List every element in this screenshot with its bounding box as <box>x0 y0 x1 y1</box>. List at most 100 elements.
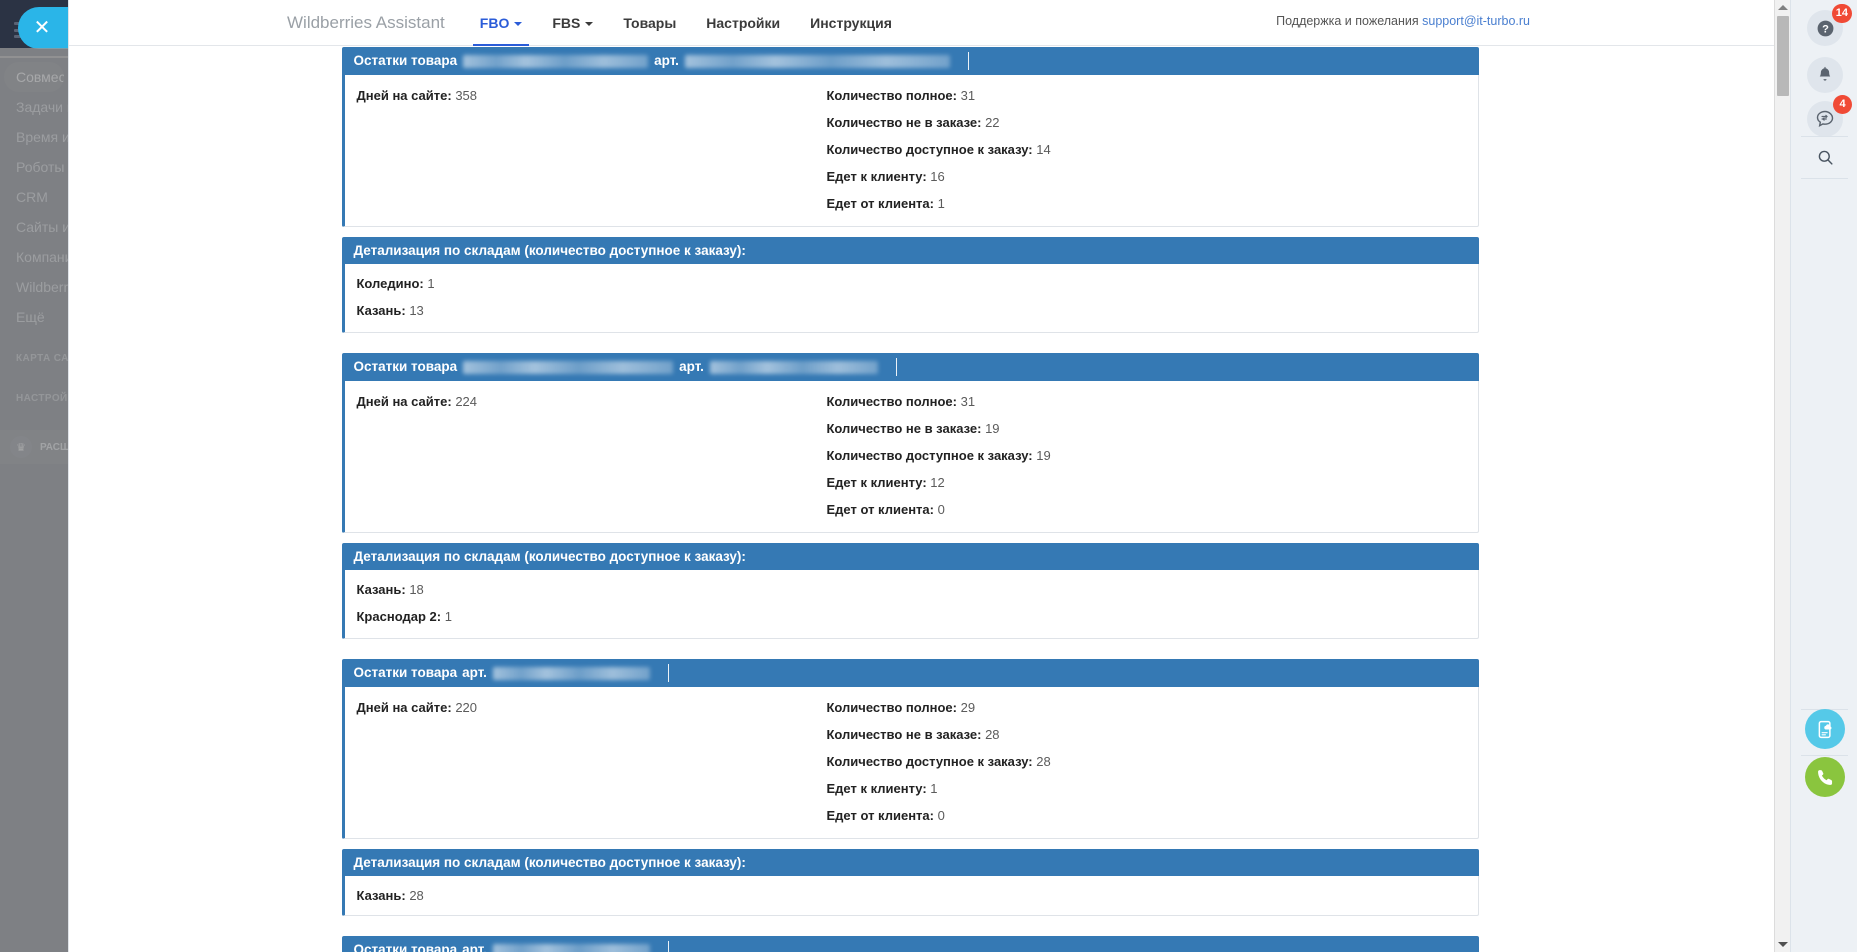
text-cursor <box>967 52 969 70</box>
phone-icon[interactable] <box>1805 757 1845 797</box>
stat-value: 1 <box>937 196 945 211</box>
product-stock-card: Остатки товара арт. Дней на сайте: 224 <box>341 353 1479 639</box>
warehouse-value: 28 <box>409 888 424 903</box>
card-body: Дней на сайте: 358 Количество полное: 31… <box>341 75 1479 227</box>
stat-label: Количество доступное к заказу: <box>826 448 1033 463</box>
tab-settings-label: Настройки <box>706 14 781 31</box>
stat-value: 28 <box>1036 754 1051 769</box>
scroll-up-arrow-icon[interactable] <box>1778 5 1788 10</box>
warehouse-block: Детализация по складам (количество досту… <box>341 237 1479 333</box>
warehouse-body: Казань: 18 Краснодар 2: 1 <box>341 570 1479 639</box>
chat-badge: 4 <box>1833 95 1852 114</box>
stat-qty-available: Количество доступное к заказу: 14 <box>827 139 1466 160</box>
stat-days-on-site: Дней на сайте: 224 <box>357 391 827 412</box>
stat-qty-available: Количество доступное к заказу: 19 <box>827 445 1466 466</box>
help-badge: 14 <box>1831 4 1852 23</box>
tab-products-label: Товары <box>623 14 677 31</box>
card-header: Остатки товара арт. <box>341 936 1479 952</box>
search-icon[interactable] <box>1807 139 1843 175</box>
tab-instruction[interactable]: Инструкция <box>795 0 907 46</box>
stat-value: 1 <box>930 781 938 796</box>
chevron-down-icon <box>514 21 523 26</box>
text-cursor <box>667 664 669 682</box>
tab-fbo-label: FBO <box>479 14 510 31</box>
tab-instruction-label: Инструкция <box>810 14 892 31</box>
stat-label: Едет от клиента: <box>826 808 934 823</box>
scrollbar-thumb[interactable] <box>1777 16 1789 96</box>
card-body: Дней на сайте: 220 Количество полное: 29… <box>341 687 1479 839</box>
stat-qty-full: Количество полное: 29 <box>827 697 1466 718</box>
warehouse-name: Коледино: <box>356 276 424 291</box>
card-art-label: арт. <box>462 665 487 680</box>
card-header: Остатки товара арт. <box>341 659 1479 687</box>
stat-qty-not-ordered: Количество не в заказе: 19 <box>827 418 1466 439</box>
stat-from-client: Едет от клиента: 0 <box>827 499 1466 520</box>
rail-divider <box>1801 136 1848 137</box>
mobile-cloud-icon[interactable] <box>1805 709 1845 749</box>
stat-to-client: Едет к клиенту: 1 <box>827 778 1466 799</box>
stat-value: 19 <box>985 421 1000 436</box>
tab-settings[interactable]: Настройки <box>691 0 795 46</box>
support-block: Поддержка и пожелания support@it-turbo.r… <box>1276 14 1530 28</box>
card-right-column: Количество полное: 29 Количество не в за… <box>827 697 1466 826</box>
warehouse-header: Детализация по складам (количество досту… <box>341 237 1479 264</box>
vertical-scrollbar[interactable] <box>1774 0 1790 952</box>
card-title-prefix: Остатки товара <box>353 53 458 68</box>
tab-fbs-label: FBS <box>552 14 581 31</box>
stat-label: Количество полное: <box>826 394 957 409</box>
redacted-article <box>492 666 650 680</box>
stat-value: 358 <box>455 88 478 103</box>
card-art-label: арт. <box>462 942 487 952</box>
support-email-link[interactable]: support@it-turbo.ru <box>1422 14 1530 28</box>
stat-value: 31 <box>960 394 976 409</box>
card-left-column: Дней на сайте: 224 <box>357 391 827 520</box>
warehouse-value: 13 <box>409 303 424 318</box>
support-label: Поддержка и пожелания <box>1276 14 1419 28</box>
stat-label: Количество не в заказе: <box>826 421 982 436</box>
stat-from-client: Едет от клиента: 1 <box>827 193 1466 214</box>
chat-icon[interactable]: 4 <box>1807 95 1852 137</box>
stat-qty-available: Количество доступное к заказу: 28 <box>827 751 1466 772</box>
warehouse-row: Казань: 28 <box>357 885 1466 906</box>
stat-label: Едет к клиенту: <box>826 475 927 490</box>
warehouse-name: Казань: <box>356 582 406 597</box>
help-icon[interactable]: ? 14 <box>1807 4 1852 46</box>
bell-icon[interactable] <box>1807 57 1843 93</box>
card-art-label: арт. <box>654 53 679 68</box>
svg-text:?: ? <box>1822 23 1829 35</box>
stat-value: 16 <box>930 169 945 184</box>
stat-label: Едет к клиенту: <box>826 781 927 796</box>
stat-qty-not-ordered: Количество не в заказе: 28 <box>827 724 1466 745</box>
stat-value: 29 <box>960 700 976 715</box>
text-cursor <box>895 358 897 376</box>
content-scroll-area[interactable]: Остатки товара арт. Дней на сайте: 358 <box>69 47 1791 952</box>
stat-label: Количество полное: <box>826 88 957 103</box>
right-icon-rail: ? 14 4 <box>1790 0 1857 952</box>
card-header: Остатки товара арт. <box>341 353 1479 381</box>
warehouse-name: Краснодар 2: <box>356 609 442 624</box>
scroll-down-arrow-icon[interactable] <box>1778 942 1788 947</box>
text-cursor <box>667 941 669 952</box>
warehouse-value: 18 <box>409 582 424 597</box>
stat-value: 19 <box>1036 448 1051 463</box>
warehouse-row: Коледино: 1 <box>357 273 1466 294</box>
warehouse-row: Казань: 18 <box>357 579 1466 600</box>
card-title-prefix: Остатки товара <box>353 942 458 952</box>
card-body: Дней на сайте: 224 Количество полное: 31… <box>341 381 1479 533</box>
app-brand-title: Wildberries Assistant <box>287 12 445 32</box>
redacted-product-name <box>463 54 649 68</box>
redacted-article <box>492 943 650 952</box>
stat-from-client: Едет от клиента: 0 <box>827 805 1466 826</box>
warehouse-row: Краснодар 2: 1 <box>357 606 1466 627</box>
product-stock-card: Остатки товара арт. Дней на сайте: 358 <box>341 47 1479 333</box>
warehouse-value: 1 <box>427 276 435 291</box>
product-stock-card: Остатки товара арт. <box>341 936 1479 952</box>
tab-fbs[interactable]: FBS <box>537 0 608 46</box>
stat-value: 220 <box>455 700 478 715</box>
product-stock-card: Остатки товара арт. Дней на сайте: 220 <box>341 659 1479 916</box>
tab-fbo[interactable]: FBO <box>465 0 538 46</box>
stat-value: 224 <box>455 394 478 409</box>
redacted-product-name <box>463 360 674 374</box>
tab-products[interactable]: Товары <box>608 0 691 46</box>
